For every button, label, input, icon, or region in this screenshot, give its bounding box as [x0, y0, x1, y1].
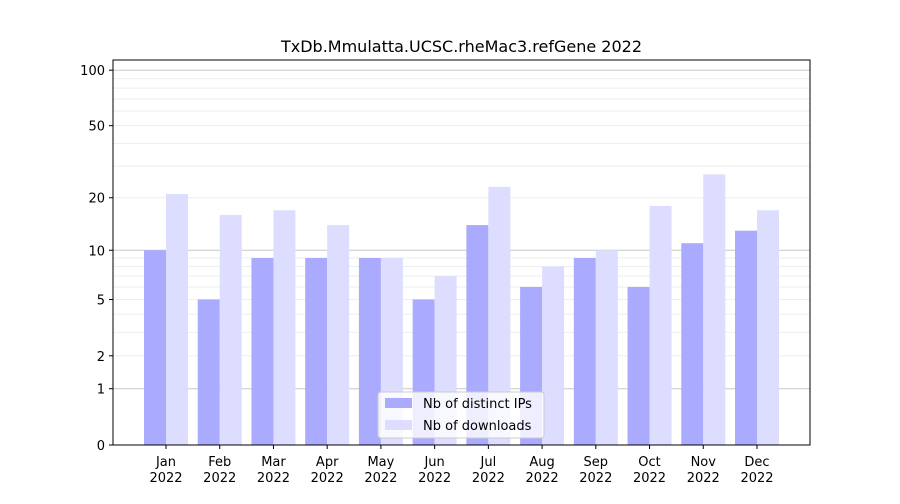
- x-tick-label-year: 2022: [418, 471, 451, 486]
- y-tick-label: 10: [88, 244, 105, 259]
- x-tick-label-year: 2022: [579, 471, 612, 486]
- y-tick-label: 5: [97, 293, 105, 308]
- bar-downloads: [757, 210, 779, 445]
- x-tick-label-year: 2022: [149, 471, 182, 486]
- x-tick-label-month: Aug: [529, 455, 554, 470]
- bar-distinct-ips: [144, 250, 166, 445]
- bar-downloads: [273, 210, 296, 445]
- x-tick-label-month: May: [367, 455, 394, 470]
- y-tick-label: 50: [88, 120, 105, 135]
- bar-downloads: [542, 266, 565, 445]
- bar-distinct-ips: [466, 225, 489, 445]
- legend: Nb of distinct IPs Nb of downloads: [377, 391, 545, 439]
- x-tick-label-year: 2022: [687, 471, 720, 486]
- x-tick-label-month: Nov: [691, 455, 717, 470]
- x-tick-label-month: Jun: [423, 455, 444, 470]
- bar-distinct-ips: [681, 243, 704, 445]
- y-tick-label: 100: [80, 64, 105, 79]
- legend-swatch-downloads: [385, 420, 412, 430]
- x-tick-label-month: Sep: [584, 455, 609, 470]
- x-tick-label-month: Mar: [261, 455, 286, 470]
- x-tick-label-month: Apr: [316, 455, 339, 470]
- bar-distinct-ips: [251, 258, 274, 445]
- x-tick-label-year: 2022: [257, 471, 290, 486]
- bar-downloads: [166, 193, 188, 445]
- y-tick-label: 1: [97, 383, 105, 398]
- bar-distinct-ips: [573, 258, 596, 445]
- bar-distinct-ips: [197, 299, 220, 445]
- chart-title: TxDb.Mmulatta.UCSC.rheMac3.refGene 2022: [280, 37, 642, 56]
- bar-distinct-ips: [305, 258, 328, 445]
- x-tick-label-month: Oct: [638, 455, 660, 470]
- x-tick-label-month: Jan: [155, 455, 176, 470]
- x-tick-label-month: Dec: [744, 455, 769, 470]
- x-tick-label-year: 2022: [526, 471, 559, 486]
- bar-downloads: [703, 174, 726, 445]
- bar-distinct-ips: [358, 258, 381, 445]
- legend-box: [377, 391, 545, 439]
- bar-downloads: [488, 186, 511, 445]
- legend-label-ips: Nb of distinct IPs: [423, 397, 532, 412]
- y-tick-label: 2: [97, 350, 105, 365]
- y-tick-label: 20: [88, 192, 105, 207]
- x-tick-label-year: 2022: [633, 471, 666, 486]
- x-tick-label-month: Jul: [480, 455, 497, 470]
- bar-downloads: [327, 225, 350, 445]
- bar-downloads: [595, 250, 618, 445]
- x-tick-label-year: 2022: [203, 471, 236, 486]
- bar-distinct-ips: [627, 286, 650, 445]
- x-tick-label-month: Feb: [208, 455, 231, 470]
- legend-label-downloads: Nb of downloads: [423, 419, 532, 434]
- x-tick-label-year: 2022: [740, 471, 773, 486]
- x-tick-label-year: 2022: [311, 471, 344, 486]
- plot-frame: [112, 59, 811, 446]
- bar-distinct-ips: [735, 230, 757, 445]
- x-tick-label-year: 2022: [472, 471, 505, 486]
- bar-downloads: [219, 214, 242, 445]
- legend-swatch-ips: [385, 398, 412, 408]
- x-tick-label-year: 2022: [364, 471, 397, 486]
- y-tick-label: 0: [97, 439, 105, 454]
- bar-downloads: [649, 205, 672, 445]
